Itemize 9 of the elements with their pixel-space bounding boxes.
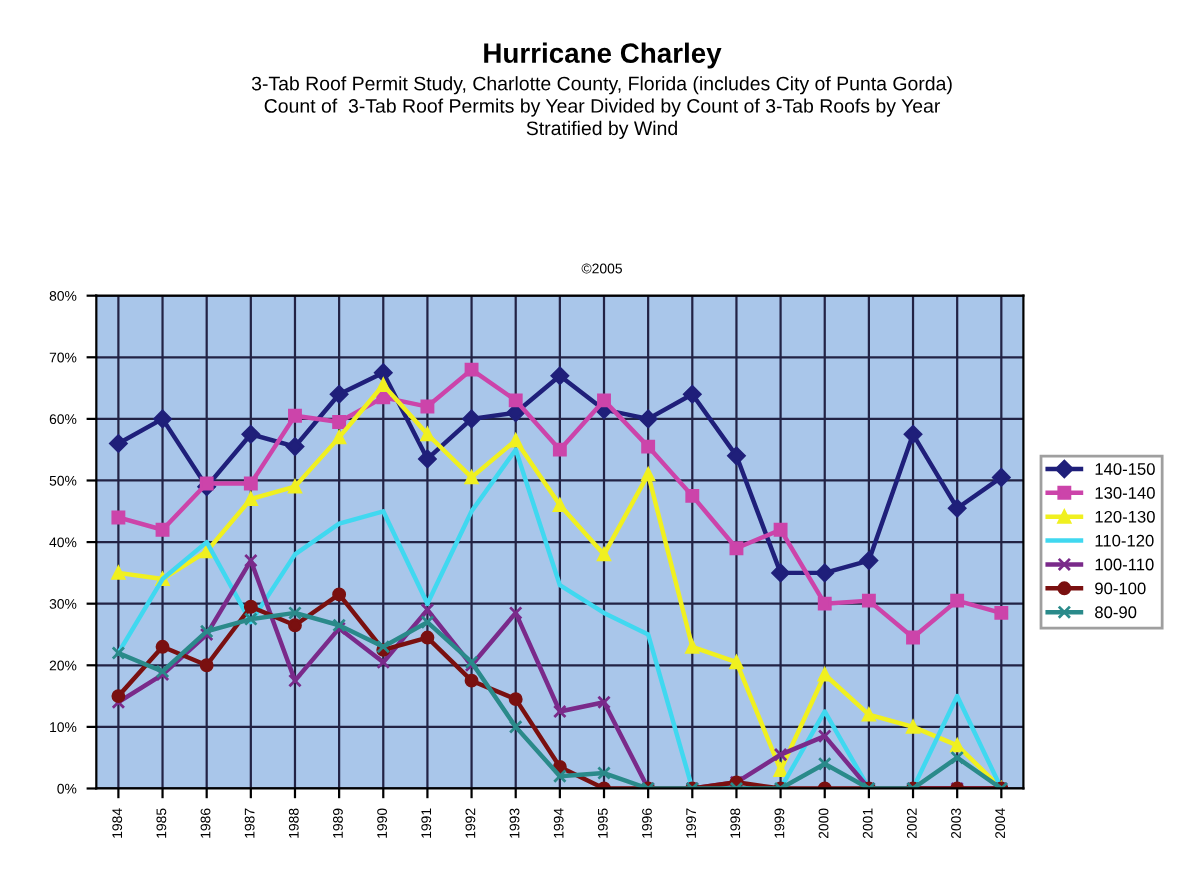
legend-label: 130-140: [1095, 487, 1155, 499]
legend-label: 90-100: [1095, 582, 1146, 595]
legend-label: 110-120: [1095, 534, 1154, 547]
legend-label: 80-90: [1095, 606, 1137, 619]
legend-label: 140-150: [1095, 463, 1155, 475]
legend-label: 100-110: [1095, 558, 1154, 571]
chart-title: Hurricane Charley: [484, 42, 722, 69]
legend-label: 120-130: [1095, 510, 1155, 523]
chart-subtitle: 3-Tab Roof Permit Study, Charlotte County, Florida (includes City of Punta Gorda) Count of 3-Tab Roof Permits by Year Divided by Count of 3-Tab Roofs by Year Stratified by Wind: [251, 76, 952, 139]
